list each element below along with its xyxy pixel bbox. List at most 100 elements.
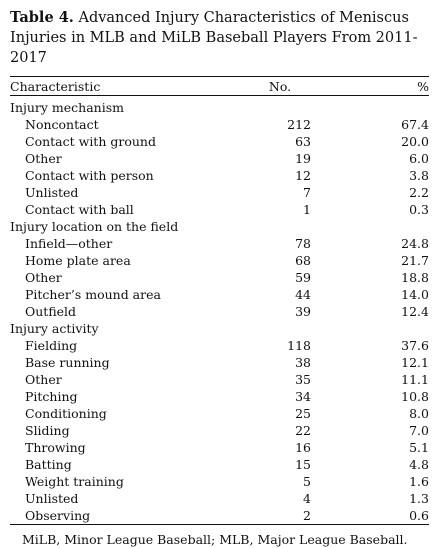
- row-percent: 1.6: [409, 474, 429, 489]
- row-percent: 10.8: [401, 389, 429, 404]
- row-count: 22: [295, 423, 311, 438]
- row-count: 35: [295, 372, 311, 387]
- group-header-row: Injury activity: [10, 320, 429, 337]
- table-footnote: MiLB, Minor League Baseball; MLB, Major …: [22, 532, 408, 547]
- row-percent: 14.0: [401, 287, 429, 302]
- table-row: Fielding 118 37.6: [10, 337, 429, 354]
- header-pct: %: [417, 79, 429, 94]
- group-title: Injury mechanism: [10, 100, 124, 115]
- row-count: 212: [287, 117, 311, 132]
- bottom-rule: [10, 524, 429, 525]
- table-row: Other 59 18.8: [10, 269, 429, 286]
- row-count: 25: [295, 406, 311, 421]
- row-label: Other: [25, 372, 62, 387]
- row-percent: 4.8: [409, 457, 429, 472]
- table-header: Characteristic No. %: [10, 77, 429, 95]
- row-count: 118: [287, 338, 311, 353]
- row-label: Unlisted: [25, 185, 79, 200]
- data-table: Injury mechanism Noncontact 212 67.4 Contact…: [10, 99, 429, 524]
- row-label: Unlisted: [25, 491, 79, 506]
- table-body: Injury mechanism Noncontact 212 67.4 Contact…: [10, 99, 429, 524]
- table-row: Outfield 39 12.4: [10, 303, 429, 320]
- table-row: Conditioning 25 8.0: [10, 405, 429, 422]
- row-count: 38: [295, 355, 311, 370]
- row-percent: 3.8: [409, 168, 429, 183]
- row-label: Outfield: [25, 304, 77, 319]
- table-row: Sliding 22 7.0: [10, 422, 429, 439]
- row-percent: 8.0: [409, 406, 429, 421]
- group-title: Injury activity: [10, 321, 99, 336]
- row-count: 4: [303, 491, 311, 506]
- row-label: Contact with ball: [25, 202, 134, 217]
- row-label: Conditioning: [25, 406, 107, 421]
- table-row: Pitching 34 10.8: [10, 388, 429, 405]
- table-row: Noncontact 212 67.4: [10, 116, 429, 133]
- table-row: Infield—other 78 24.8: [10, 235, 429, 252]
- row-percent: 24.8: [401, 236, 429, 251]
- table-row: Home plate area 68 21.7: [10, 252, 429, 269]
- table-row: Contact with ground 63 20.0: [10, 133, 429, 150]
- row-percent: 67.4: [401, 117, 429, 132]
- row-count: 34: [295, 389, 311, 404]
- row-label: Other: [25, 151, 62, 166]
- row-count: 16: [295, 440, 311, 455]
- table-row: Other 19 6.0: [10, 150, 429, 167]
- row-label: Other: [25, 270, 62, 285]
- row-percent: 21.7: [401, 253, 429, 268]
- row-count: 7: [303, 185, 311, 200]
- table-row: Batting 15 4.8: [10, 456, 429, 473]
- group-header-row: Injury mechanism: [10, 99, 429, 116]
- row-count: 1: [303, 202, 311, 217]
- row-label: Throwing: [25, 440, 86, 455]
- row-percent: 7.0: [409, 423, 429, 438]
- row-label: Contact with ground: [25, 134, 156, 149]
- table-row: Observing 2 0.6: [10, 507, 429, 524]
- row-label: Observing: [25, 508, 91, 523]
- table-row: Contact with ball 1 0.3: [10, 201, 429, 218]
- row-label: Sliding: [25, 423, 70, 438]
- table-row: Weight training 5 1.6: [10, 473, 429, 490]
- row-count: 59: [295, 270, 311, 285]
- row-percent: 12.4: [401, 304, 429, 319]
- header-no: No.: [268, 79, 292, 94]
- row-percent: 12.1: [401, 355, 429, 370]
- row-count: 44: [295, 287, 311, 302]
- row-label: Home plate area: [25, 253, 131, 268]
- row-count: 12: [295, 168, 311, 183]
- header-rule: [10, 95, 429, 96]
- group-header-row: Injury location on the field: [10, 218, 429, 235]
- row-count: 15: [295, 457, 311, 472]
- row-percent: 18.8: [401, 270, 429, 285]
- row-count: 68: [295, 253, 311, 268]
- table-row: Base running 38 12.1: [10, 354, 429, 371]
- table-row: Unlisted 7 2.2: [10, 184, 429, 201]
- row-count: 39: [295, 304, 311, 319]
- row-label: Weight training: [25, 474, 124, 489]
- row-label: Base running: [25, 355, 110, 370]
- row-count: 78: [295, 236, 311, 251]
- row-percent: 6.0: [409, 151, 429, 166]
- row-count: 5: [303, 474, 311, 489]
- row-percent: 0.3: [409, 202, 429, 217]
- row-label: Infield—other: [25, 236, 113, 251]
- row-count: 19: [295, 151, 311, 166]
- row-count: 63: [295, 134, 311, 149]
- row-label: Pitcher’s mound area: [25, 287, 161, 302]
- row-percent: 20.0: [401, 134, 429, 149]
- table-row: Pitcher’s mound area 44 14.0: [10, 286, 429, 303]
- row-label: Fielding: [25, 338, 78, 353]
- table-row: Other 35 11.1: [10, 371, 429, 388]
- row-count: 2: [303, 508, 311, 523]
- group-title: Injury location on the field: [10, 219, 179, 234]
- row-percent: 11.1: [401, 372, 429, 387]
- row-label: Pitching: [25, 389, 78, 404]
- row-label: Batting: [25, 457, 72, 472]
- header-characteristic: Characteristic: [10, 79, 101, 94]
- row-label: Contact with person: [25, 168, 154, 183]
- row-percent: 2.2: [409, 185, 429, 200]
- table-row: Contact with person 12 3.8: [10, 167, 429, 184]
- row-percent: 5.1: [409, 440, 429, 455]
- table-row: Unlisted 4 1.3: [10, 490, 429, 507]
- row-percent: 1.3: [409, 491, 429, 506]
